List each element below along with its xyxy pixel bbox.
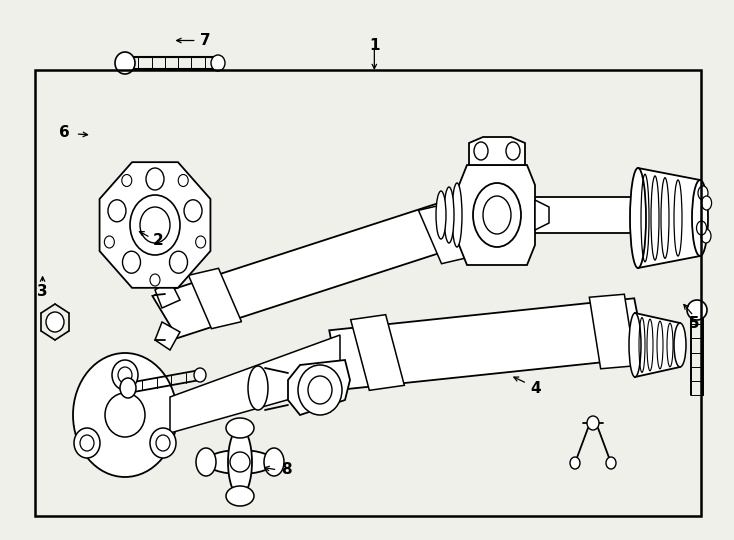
Ellipse shape	[150, 274, 160, 286]
Ellipse shape	[115, 52, 135, 74]
Text: 2: 2	[153, 233, 163, 248]
Ellipse shape	[178, 174, 188, 186]
Ellipse shape	[118, 367, 132, 383]
Ellipse shape	[444, 187, 454, 243]
Ellipse shape	[46, 312, 64, 332]
Ellipse shape	[298, 365, 342, 415]
Ellipse shape	[108, 200, 126, 222]
Polygon shape	[170, 335, 340, 433]
Ellipse shape	[112, 360, 138, 390]
Ellipse shape	[156, 435, 170, 451]
Ellipse shape	[687, 300, 707, 320]
Polygon shape	[638, 168, 700, 268]
Ellipse shape	[473, 183, 521, 247]
Ellipse shape	[452, 183, 462, 247]
Ellipse shape	[146, 168, 164, 190]
Ellipse shape	[570, 457, 580, 469]
Text: 8: 8	[281, 462, 291, 477]
Text: 5: 5	[688, 316, 699, 332]
Ellipse shape	[206, 450, 274, 474]
Ellipse shape	[587, 416, 599, 430]
Ellipse shape	[130, 195, 180, 255]
Polygon shape	[535, 200, 549, 230]
Ellipse shape	[436, 191, 446, 239]
Ellipse shape	[122, 174, 132, 186]
Ellipse shape	[702, 196, 711, 210]
Ellipse shape	[483, 196, 511, 234]
Polygon shape	[635, 313, 680, 377]
Polygon shape	[330, 298, 646, 390]
Ellipse shape	[120, 378, 136, 398]
Text: 1: 1	[369, 38, 379, 53]
Ellipse shape	[140, 207, 170, 243]
Ellipse shape	[196, 236, 206, 248]
Ellipse shape	[184, 200, 202, 222]
Polygon shape	[459, 165, 535, 265]
Ellipse shape	[226, 418, 254, 438]
Ellipse shape	[194, 368, 206, 382]
Ellipse shape	[226, 486, 254, 506]
Polygon shape	[155, 280, 180, 308]
Ellipse shape	[150, 428, 176, 458]
Ellipse shape	[698, 186, 708, 200]
Ellipse shape	[196, 448, 216, 476]
Ellipse shape	[105, 393, 145, 437]
Polygon shape	[445, 200, 459, 230]
Ellipse shape	[474, 142, 488, 160]
Ellipse shape	[308, 376, 332, 404]
Ellipse shape	[104, 236, 115, 248]
Text: 3: 3	[37, 284, 48, 299]
Ellipse shape	[629, 313, 641, 377]
Ellipse shape	[248, 366, 268, 410]
Polygon shape	[351, 315, 404, 390]
Polygon shape	[469, 137, 525, 165]
Text: 4: 4	[531, 381, 541, 396]
Ellipse shape	[170, 251, 187, 273]
Ellipse shape	[692, 180, 708, 256]
Text: 7: 7	[200, 33, 211, 48]
Ellipse shape	[264, 448, 284, 476]
Ellipse shape	[228, 428, 252, 496]
Ellipse shape	[123, 251, 140, 273]
Polygon shape	[189, 268, 241, 329]
Polygon shape	[100, 162, 211, 288]
Text: 6: 6	[59, 125, 70, 140]
Polygon shape	[153, 197, 483, 338]
Ellipse shape	[211, 55, 225, 71]
Bar	[35, 70, 701, 516]
Polygon shape	[288, 360, 350, 415]
Ellipse shape	[74, 428, 100, 458]
Ellipse shape	[701, 229, 711, 243]
Ellipse shape	[606, 457, 616, 469]
Ellipse shape	[73, 353, 177, 477]
Polygon shape	[418, 204, 471, 264]
Ellipse shape	[506, 142, 520, 160]
Polygon shape	[525, 197, 640, 233]
Ellipse shape	[674, 323, 686, 367]
Polygon shape	[589, 294, 636, 369]
Ellipse shape	[697, 221, 707, 235]
Ellipse shape	[80, 435, 94, 451]
Polygon shape	[155, 322, 180, 350]
Ellipse shape	[230, 452, 250, 472]
Ellipse shape	[630, 168, 646, 268]
